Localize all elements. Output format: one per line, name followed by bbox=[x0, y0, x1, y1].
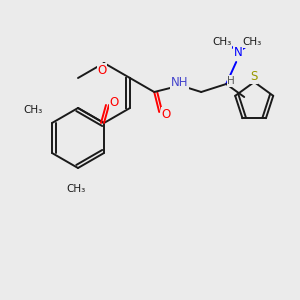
Text: O: O bbox=[98, 64, 106, 76]
Text: NH: NH bbox=[170, 76, 188, 89]
Text: H: H bbox=[227, 76, 235, 86]
Text: S: S bbox=[250, 70, 258, 83]
Text: CH₃: CH₃ bbox=[23, 105, 42, 115]
Text: O: O bbox=[162, 107, 171, 121]
Text: N: N bbox=[234, 46, 243, 59]
Text: CH₃: CH₃ bbox=[243, 37, 262, 47]
Text: CH₃: CH₃ bbox=[213, 37, 232, 47]
Text: O: O bbox=[110, 97, 118, 110]
Text: CH₃: CH₃ bbox=[66, 184, 85, 194]
